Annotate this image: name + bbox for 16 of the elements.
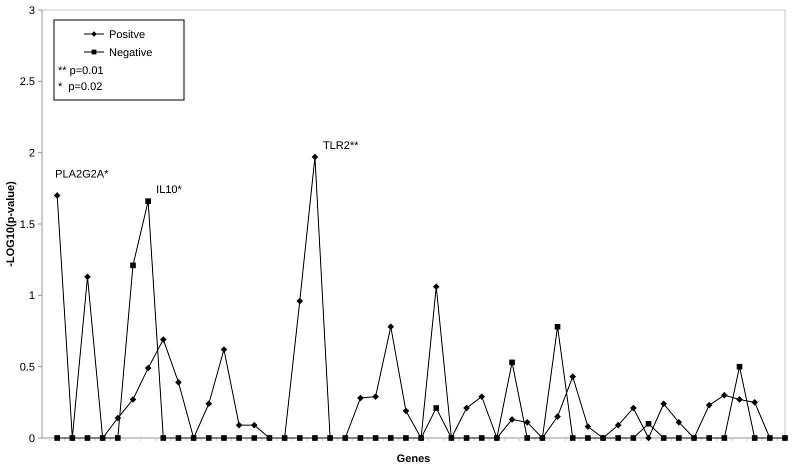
annotation: ** p=0.01 [58,64,104,77]
y-tick-label: 1.5 [20,218,35,231]
y-tick-label: 0.5 [20,362,35,374]
y-axis-title: -LOG10(p-value) [5,180,17,267]
y-tick-label: 2.5 [20,76,35,88]
x-axis-title: Genes [396,453,430,465]
annotation: PLA2G2A* [55,168,110,180]
y-tick-label: 0 [28,432,35,445]
annotation: * p=0.02 [58,80,102,93]
annotation: IL10* [156,184,183,196]
annotation: TLR2** [322,140,360,152]
y-tick-label: 3 [28,4,35,17]
y-tick-label: 2 [28,148,35,160]
legend-label: Positve [109,28,146,41]
y-tick-label: 1 [28,290,35,302]
legend-label: Negative [109,46,152,59]
